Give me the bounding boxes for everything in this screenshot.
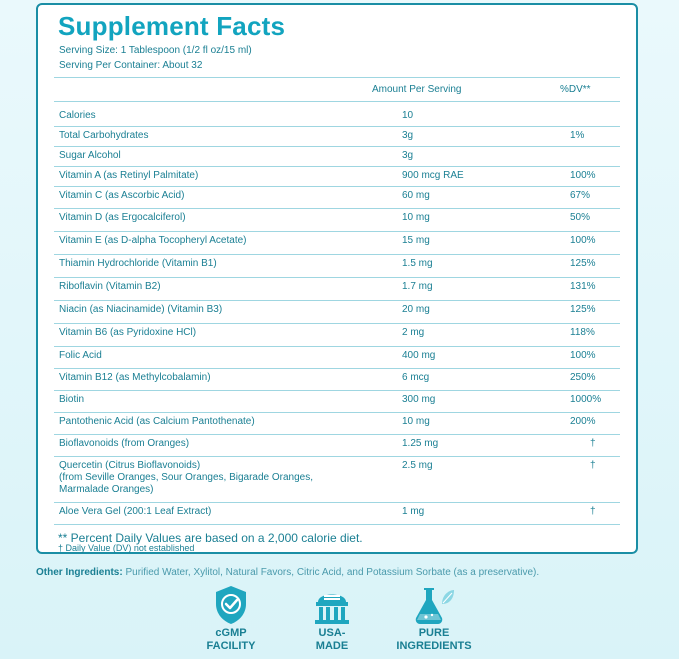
badge-pure: PURE INGREDIENTS xyxy=(389,584,479,653)
table-row: Vitamin C (as Ascorbic Acid) 60 mg 67% xyxy=(54,186,620,209)
nutrient-amount: 6 mcg xyxy=(402,372,430,383)
nutrient-amount: 60 mg xyxy=(402,190,430,201)
nutrient-dv: 1000% xyxy=(570,394,602,405)
nutrient-name: Bioflavonoids (from Oranges) xyxy=(59,438,190,449)
badge-label: PURE INGREDIENTS xyxy=(396,627,472,652)
amount-header: Amount Per Serving xyxy=(372,84,462,95)
table-row: Sugar Alcohol 3g xyxy=(54,146,620,167)
nutrient-dv: † xyxy=(590,460,596,471)
nutrient-name: Vitamin E (as D-alpha Tocopheryl Acetate… xyxy=(59,235,247,246)
nutrient-name: Vitamin B12 (as Methylcobalamin) xyxy=(59,372,211,383)
nutrient-dv: 118% xyxy=(570,327,595,338)
nutrient-name: Folic Acid xyxy=(59,350,102,361)
nutrient-name: Thiamin Hydrochloride (Vitamin B1) xyxy=(59,258,217,269)
nutrient-dv: † xyxy=(590,506,596,517)
nutrient-name: Vitamin C (as Ascorbic Acid) xyxy=(59,190,185,201)
table-row: Aloe Vera Gel (200:1 Leaf Extract) 1 mg † xyxy=(54,502,620,525)
table-row: Total Carbohydrates 3g 1% xyxy=(54,126,620,147)
table-row: Biotin 300 mg 1000% xyxy=(54,390,620,413)
nutrient-name: Total Carbohydrates xyxy=(59,130,149,141)
divider xyxy=(54,77,620,78)
table-row: Riboflavin (Vitamin B2) 1.7 mg 131% xyxy=(54,277,620,301)
nutrient-amount: 15 mg xyxy=(402,235,430,246)
nutrient-dv: 1% xyxy=(570,130,585,141)
nutrient-dv: 100% xyxy=(570,235,596,246)
nutrient-dv: 100% xyxy=(570,170,596,181)
dv-header: %DV** xyxy=(560,84,591,95)
nutrient-amount: 300 mg xyxy=(402,394,436,405)
table-row: Calories 10 xyxy=(54,106,620,127)
nutrient-amount: 1.7 mg xyxy=(402,281,433,292)
nutrient-name: Calories xyxy=(59,110,96,121)
nutrient-name: Vitamin D (as Ergocalciferol) xyxy=(59,212,186,223)
nutrient-amount: 1 mg xyxy=(402,506,425,517)
nutrient-dv: 67% xyxy=(570,190,591,201)
page-title: Supplement Facts xyxy=(58,11,286,41)
table-row: Niacin (as Niacinamide) (Vitamin B3) 20 m… xyxy=(54,300,620,324)
other-ingredients: Other Ingredients: Purified Water, Xylit… xyxy=(36,567,539,578)
nutrient-amount: 3g xyxy=(402,130,414,141)
footnote-dv: ** Percent Daily Values are based on a 2… xyxy=(58,531,363,545)
shield-check-icon xyxy=(216,586,246,624)
table-row: Thiamin Hydrochloride (Vitamin B1) 1.5 mg… xyxy=(54,254,620,278)
nutrient-amount: 1.25 mg xyxy=(402,438,439,449)
table-row: Quercetin (Citrus Bioflavonoids) (from S… xyxy=(54,456,620,503)
nutrient-amount: 10 xyxy=(402,110,414,121)
nutrient-dv: 200% xyxy=(570,416,596,427)
nutrient-amount: 3g xyxy=(402,150,414,161)
nutrient-name: Sugar Alcohol xyxy=(59,150,121,161)
table-row: Vitamin E (as D-alpha Tocopheryl Acetate… xyxy=(54,231,620,255)
nutrient-dv: 125% xyxy=(570,258,596,269)
nutrient-amount: 10 mg xyxy=(402,212,430,223)
badge-cgmp: cGMP FACILITY xyxy=(186,584,276,653)
nutrient-dv: 131% xyxy=(570,281,596,292)
nutrient-amount: 2 mg xyxy=(402,327,425,338)
servings-per-container: Serving Per Container: About 32 xyxy=(59,60,203,71)
nutrient-amount: 20 mg xyxy=(402,304,430,315)
nutrient-dv: 100% xyxy=(570,350,596,361)
badge-label: USA- MADE xyxy=(315,627,349,652)
badge-usa: USA- MADE xyxy=(287,584,377,653)
table-row: Vitamin B6 (as Pyridoxine HCl) 2 mg 118% xyxy=(54,323,620,347)
nutrient-amount: 2.5 mg xyxy=(402,460,433,471)
flask-leaf-icon xyxy=(415,588,454,624)
nutrient-amount: 10 mg xyxy=(402,416,430,427)
nutrient-amount: 400 mg xyxy=(402,350,436,361)
table-row: Vitamin B12 (as Methylcobalamin) 6 mcg 250… xyxy=(54,368,620,391)
nutrient-name: Riboflavin (Vitamin B2) xyxy=(59,281,161,292)
nutrient-name: Aloe Vera Gel (200:1 Leaf Extract) xyxy=(59,506,212,517)
other-ingredients-text: Purified Water, Xylitol, Natural Favors,… xyxy=(122,567,540,578)
supplement-facts-panel: Supplement Facts Serving Size: 1 Tablesp… xyxy=(36,3,638,554)
nutrient-amount: 1.5 mg xyxy=(402,258,433,269)
nutrient-dv: 250% xyxy=(570,372,596,383)
nutrient-dv: 125% xyxy=(570,304,596,315)
table-row: Folic Acid 400 mg 100% xyxy=(54,346,620,369)
badge-label: cGMP FACILITY xyxy=(206,627,256,652)
table-row: Vitamin A (as Retinyl Palmitate) 900 mcg … xyxy=(54,166,620,187)
nutrient-name: Vitamin A (as Retinyl Palmitate) xyxy=(59,170,199,181)
table-row: Bioflavonoids (from Oranges) 1.25 mg † xyxy=(54,434,620,457)
serving-size: Serving Size: 1 Tablespoon (1/2 fl oz/15… xyxy=(59,45,252,56)
nutrient-name: Quercetin (Citrus Bioflavonoids) (from S… xyxy=(59,460,314,495)
table-row: Pantothenic Acid (as Calcium Pantothenat… xyxy=(54,412,620,435)
footnote-dagger: † Daily Value (DV) not established xyxy=(58,543,195,553)
nutrient-name: Vitamin B6 (as Pyridoxine HCl) xyxy=(59,327,197,338)
nutrient-dv: † xyxy=(590,438,596,449)
nutrient-name: Biotin xyxy=(59,394,85,405)
nutrient-amount: 900 mcg RAE xyxy=(402,170,464,181)
divider xyxy=(54,101,620,102)
table-row: Vitamin D (as Ergocalciferol) 10 mg 50% xyxy=(54,208,620,232)
other-ingredients-label: Other Ingredients: xyxy=(36,567,123,578)
nutrient-dv: 50% xyxy=(570,212,591,223)
nutrient-name: Niacin (as Niacinamide) (Vitamin B3) xyxy=(59,304,223,315)
nutrient-name: Pantothenic Acid (as Calcium Pantothenat… xyxy=(59,416,255,427)
usa-building-icon xyxy=(315,594,349,624)
